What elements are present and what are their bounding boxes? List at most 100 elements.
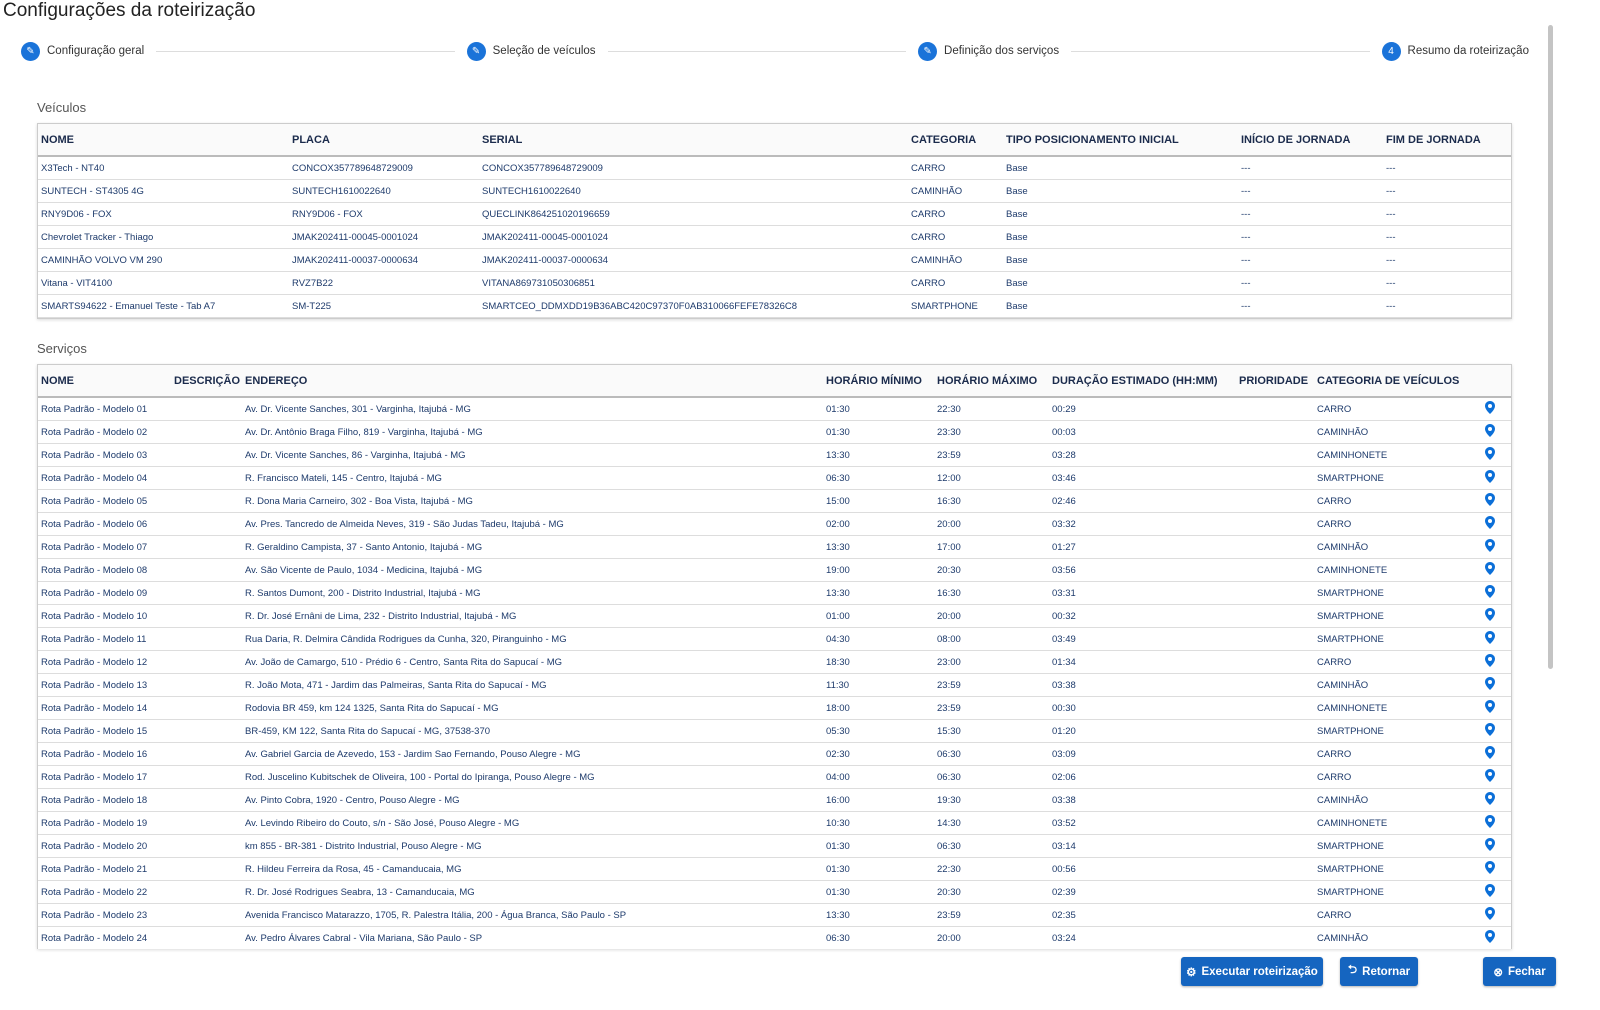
cell: 02:06 [1049, 765, 1236, 789]
vehicles-table: NOME PLACA SERIAL CATEGORIA TIPO POSICIONAME… [37, 123, 1512, 319]
cell: 02:30 [823, 742, 934, 766]
map-pin[interactable] [1484, 401, 1495, 417]
cell: CARRO [1314, 397, 1468, 421]
cell [171, 903, 242, 927]
cell: CAMINHÃO VOLVO VM 290 [38, 248, 289, 272]
map-pin[interactable] [1484, 815, 1495, 831]
step[interactable]: 4 Resumo da roteirização [1381, 41, 1529, 61]
cell: --- [1383, 202, 1511, 226]
cell: CAMINHÃO [1314, 926, 1468, 949]
button-label: Executar roteirização [1201, 965, 1318, 978]
map-pin[interactable] [1484, 585, 1495, 601]
step-separator [1071, 50, 1370, 52]
cell: CARRO [1314, 903, 1468, 927]
column-header: HORÁRIO MÁXIMO [934, 365, 1049, 398]
cell: CAMINHÃO [1314, 535, 1468, 559]
map-pin[interactable] [1484, 447, 1495, 463]
map-pin[interactable] [1484, 723, 1495, 739]
cell [171, 535, 242, 559]
cell [1236, 489, 1314, 513]
map-pin[interactable] [1484, 539, 1495, 555]
cell [1468, 420, 1511, 444]
cell [1468, 489, 1511, 513]
cell: Rota Padrão - Modelo 12 [38, 650, 171, 674]
vehicle-row: SUNTECH - ST4305 4G SUNTECH1610022640 SUNT… [38, 179, 1511, 203]
cell: RVZ7B22 [289, 271, 479, 295]
cell: CAMINHÃO [908, 179, 1003, 203]
cell: RNY9D06 - FOX [289, 202, 479, 226]
cell: 16:30 [934, 489, 1049, 513]
cell [171, 765, 242, 789]
map-pin[interactable] [1484, 631, 1495, 647]
cell: SMARTPHONE [1314, 604, 1468, 628]
cell [1468, 903, 1511, 927]
cell: R. Santos Dumont, 200 - Distrito Industr… [242, 581, 823, 605]
cell: CARRO [1314, 765, 1468, 789]
map-pin[interactable] [1484, 792, 1495, 808]
map-pin[interactable] [1484, 884, 1495, 900]
map-pin[interactable] [1484, 746, 1495, 762]
cell: CONCOX357789648729009 [289, 156, 479, 180]
step-label: Configuração geral [47, 45, 145, 57]
cell [1236, 788, 1314, 812]
cell: 20:00 [934, 604, 1049, 628]
cell: SMARTPHONE [1314, 627, 1468, 651]
map-pin[interactable] [1484, 608, 1495, 624]
cell [1236, 926, 1314, 949]
cell: 03:52 [1049, 811, 1236, 835]
cell [1236, 558, 1314, 582]
step[interactable]: ✎ Definição dos serviços [918, 41, 1059, 61]
cell: --- [1383, 225, 1511, 249]
step[interactable]: ✎ Seleção de veículos [466, 41, 596, 61]
cell: 16:30 [934, 581, 1049, 605]
service-row: Rota Padrão - Modelo 21 R. Hildeu Ferreir… [38, 857, 1511, 881]
map-pin[interactable] [1484, 470, 1495, 486]
cell: 23:59 [934, 443, 1049, 467]
cell [1236, 811, 1314, 835]
service-row: Rota Padrão - Modelo 08 Av. São Vicente d… [38, 558, 1511, 582]
map-pin[interactable] [1484, 769, 1495, 785]
cell [1468, 604, 1511, 628]
map-pin[interactable] [1484, 838, 1495, 854]
map-pin[interactable] [1484, 930, 1495, 946]
map-pin[interactable] [1484, 424, 1495, 440]
cell [171, 489, 242, 513]
cell [171, 443, 242, 467]
map-pin[interactable] [1484, 907, 1495, 923]
scrollbar [1548, 25, 1553, 669]
cell [1236, 696, 1314, 720]
service-row: Rota Padrão - Modelo 13 R. João Mota, 471… [38, 673, 1511, 697]
cell: 20:30 [934, 558, 1049, 582]
column-header: FIM DE JORNADA [1383, 124, 1511, 157]
cell: --- [1238, 271, 1383, 295]
cell: 01:30 [823, 880, 934, 904]
cell: R. Geraldino Campista, 37 - Santo Antoni… [242, 535, 823, 559]
map-pin[interactable] [1484, 516, 1495, 532]
cell: 03:38 [1049, 673, 1236, 697]
cell: 06:30 [823, 926, 934, 949]
map-pin[interactable] [1484, 700, 1495, 716]
cell [1236, 903, 1314, 927]
step[interactable]: ✎ Configuração geral [21, 41, 145, 61]
map-pin[interactable] [1484, 562, 1495, 578]
cell: Rota Padrão - Modelo 15 [38, 719, 171, 743]
cell: 08:00 [934, 627, 1049, 651]
back-button[interactable]: ⮌ Retornar [1340, 957, 1418, 986]
cell [1468, 581, 1511, 605]
cell: CARRO [908, 271, 1003, 295]
run-button[interactable]: ⚙ Executar roteirização [1181, 957, 1323, 986]
service-row: Rota Padrão - Modelo 17 Rod. Juscelino Ku… [38, 765, 1511, 789]
cell: Av. Dr. Antônio Braga Filho, 819 - Vargi… [242, 420, 823, 444]
cell: 06:30 [934, 765, 1049, 789]
map-pin[interactable] [1484, 861, 1495, 877]
service-row: Rota Padrão - Modelo 09 R. Santos Dumont,… [38, 581, 1511, 605]
column-header: ENDEREÇO [242, 365, 823, 398]
map-pin[interactable] [1484, 654, 1495, 670]
cell: SMARTPHONE [1314, 857, 1468, 881]
map-pin[interactable] [1484, 677, 1495, 693]
map-pin[interactable] [1484, 493, 1495, 509]
cell: 15:00 [823, 489, 934, 513]
cell: 13:30 [823, 443, 934, 467]
close-button[interactable]: ⊗ Fechar [1483, 957, 1556, 986]
cell: km 855 - BR-381 - Distrito Industrial, P… [242, 834, 823, 858]
